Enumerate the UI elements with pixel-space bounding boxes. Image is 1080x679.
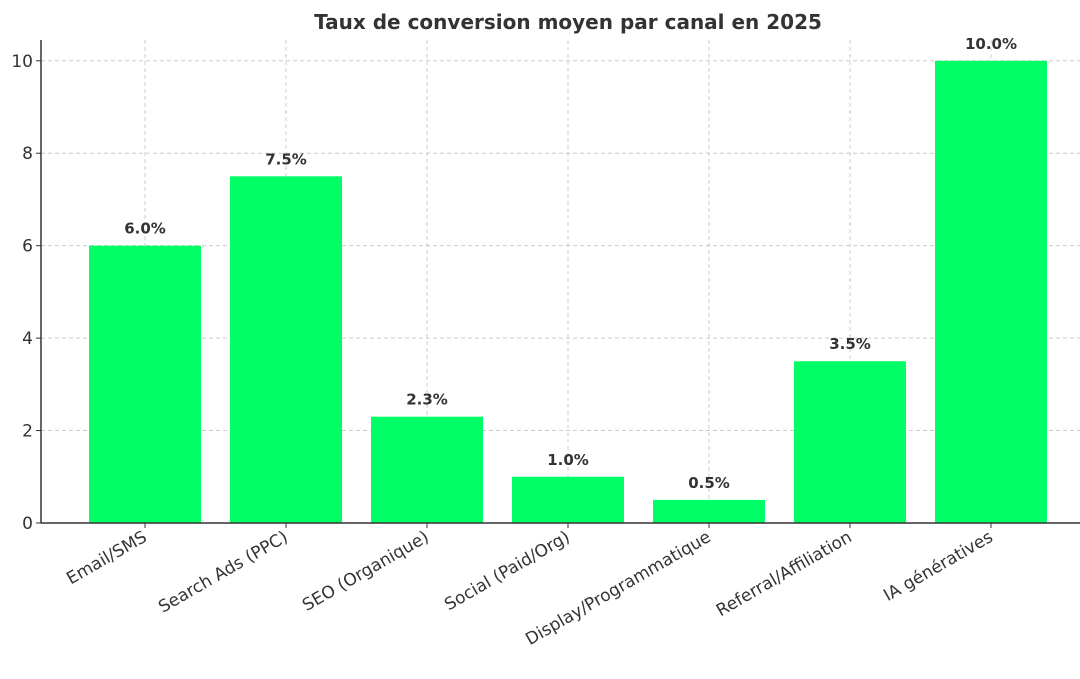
y-tick-label: 2 [22, 422, 33, 442]
y-tick-label: 8 [22, 144, 33, 164]
y-tick-label: 10 [11, 52, 33, 72]
data-label: 3.5% [829, 335, 871, 353]
x-tick-label: IA génératives [880, 527, 996, 606]
data-label: 0.5% [688, 474, 730, 492]
data-label: 2.3% [406, 391, 448, 409]
bar [794, 361, 906, 523]
data-label: 7.5% [265, 150, 307, 168]
x-tick-label: Email/SMS [63, 527, 150, 589]
y-tick-label: 0 [22, 514, 33, 534]
bar [512, 476, 624, 523]
bar [89, 245, 201, 523]
x-tick-label: Referral/Affiliation [713, 527, 856, 621]
bar [371, 416, 483, 523]
bar [230, 176, 342, 523]
data-label: 1.0% [547, 451, 589, 469]
y-tick-label: 4 [22, 329, 33, 349]
y-tick-label: 6 [22, 237, 33, 257]
bar [935, 60, 1047, 523]
x-tick-label: SEO (Organique) [299, 527, 432, 616]
x-tick-label: Social (Paid/Org) [441, 527, 573, 615]
data-label: 6.0% [124, 220, 166, 238]
data-label: 10.0% [965, 35, 1017, 53]
bar [653, 499, 765, 523]
x-tick-label: Search Ads (PPC) [155, 527, 291, 617]
chart-title: Taux de conversion moyen par canal en 20… [314, 10, 822, 34]
